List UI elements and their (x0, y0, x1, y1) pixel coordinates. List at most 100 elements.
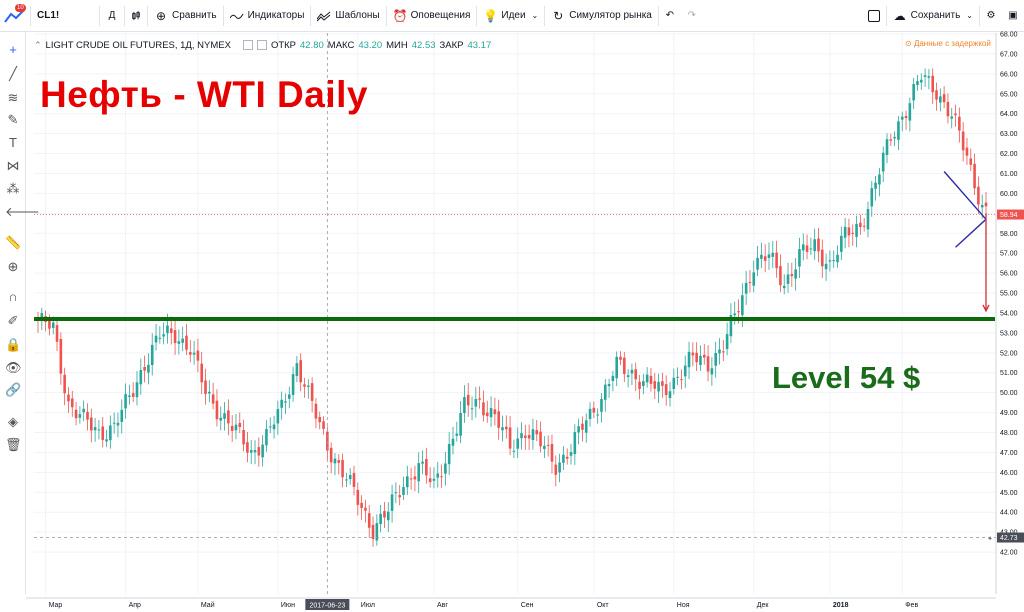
menu-logo[interactable]: 10 (0, 0, 30, 32)
candle-body (67, 394, 70, 402)
price-axis-background (996, 33, 1024, 594)
alerts-button[interactable]: ⏰ Оповещения (387, 0, 477, 32)
candle-body (916, 81, 919, 86)
compare-icon: ⊕ (155, 8, 167, 23)
candle-body (520, 433, 523, 439)
candle-body (828, 260, 832, 262)
candle-body (786, 274, 790, 284)
crosshair-date-label: 2017-06-23 (309, 603, 345, 610)
undo-button[interactable]: ↶ (659, 0, 681, 32)
candle-body (935, 90, 938, 100)
interval-button[interactable]: Д (108, 10, 116, 21)
candle-body (299, 360, 302, 383)
separator (30, 5, 31, 26)
candle-body (801, 244, 805, 251)
fullscreen-checkbox[interactable] (862, 0, 886, 32)
clock-icon: ⊙ (905, 39, 912, 48)
redo-button[interactable]: ↷ (681, 0, 703, 32)
collapse-icon[interactable]: ⌃ (34, 39, 42, 50)
lock-icon[interactable]: 🔒 (5, 337, 22, 352)
candle-body (691, 352, 695, 356)
candle-body (227, 410, 230, 424)
candle-body (592, 407, 596, 413)
candle-body (695, 352, 698, 363)
price-axis[interactable]: 42.0043.0044.0045.0046.0047.0048.0049.00… (995, 32, 1024, 595)
candle-body (333, 458, 337, 464)
delay-notice[interactable]: ⊙ Данные с задержкой (905, 39, 991, 48)
candle-body (741, 295, 744, 316)
trendline-icon[interactable]: ╱ (9, 66, 17, 81)
candle-body (946, 101, 950, 117)
candle-body (824, 263, 828, 270)
candle-body (234, 424, 238, 431)
zoom-in-icon[interactable]: ⊕ (7, 259, 19, 274)
time-axis-label: Май (201, 601, 215, 609)
prediction-icon[interactable]: ⁂ (6, 181, 20, 196)
candle-body (664, 384, 668, 396)
separator (385, 5, 387, 26)
fib-retracement-icon[interactable]: ≋ (7, 90, 19, 105)
link-icon[interactable]: 🔗 (5, 382, 22, 397)
candle-body (923, 75, 927, 77)
crosshair-icon[interactable]: + (9, 42, 17, 57)
candle-body (516, 438, 520, 449)
ruler-icon[interactable]: 📏 (5, 235, 22, 250)
pattern-icon[interactable]: ⋈ (6, 158, 20, 173)
candle-body (661, 381, 664, 386)
indicators-button[interactable]: Индикаторы (224, 0, 311, 32)
candle-body (512, 450, 516, 452)
simulator-button[interactable]: ↻ Симулятор рынка (545, 0, 658, 32)
candle-body (878, 174, 881, 185)
candle-body (276, 409, 280, 424)
compare-button[interactable]: ⊕ Сравнить (148, 0, 223, 32)
legend-high-value: 43.20 (358, 39, 383, 51)
eye-icon[interactable]: 👁 (5, 360, 22, 375)
text-icon[interactable]: T (9, 135, 17, 150)
candle-body (702, 354, 706, 358)
trash-icon[interactable]: 🗑 (5, 437, 22, 452)
price-axis-label: 44.00 (1000, 510, 1018, 517)
candle-body (714, 352, 717, 366)
candle-body (855, 223, 858, 237)
candle-body (497, 411, 500, 428)
symbol-search[interactable]: CL1! (37, 10, 60, 21)
ideas-button[interactable]: 💡 Идеи ⌄ (477, 0, 544, 32)
candle-body (657, 381, 660, 392)
settings-button[interactable]: ⚙ (980, 0, 1002, 32)
candle-body (356, 489, 360, 505)
brush-icon[interactable]: ✎ (7, 112, 19, 127)
candle-body (322, 421, 325, 429)
candle-body (699, 355, 702, 366)
candle-body (820, 249, 824, 267)
candle-body (112, 422, 116, 424)
templates-button[interactable]: Шаблоны (311, 0, 385, 32)
candle-body (752, 272, 756, 286)
wedge-upper-line[interactable] (943, 171, 987, 220)
add-alert-icon[interactable]: + (988, 536, 992, 543)
separator (222, 5, 224, 26)
legend-hide-icon[interactable] (256, 40, 267, 50)
time-axis[interactable]: Мар Апр Май Июн Июл Авг Сен Окт Ноя Дек 2018 Фев 201… (0, 594, 1024, 612)
candle-body (744, 282, 748, 294)
publish-button[interactable]: ▣ (1002, 0, 1024, 32)
candle-body (919, 79, 923, 83)
candle-body (162, 334, 165, 337)
time-axis-label: Июл (361, 602, 375, 609)
save-button[interactable]: ☁ Сохранить ⌄ (887, 0, 979, 32)
layers-icon[interactable]: ◈ (8, 414, 18, 429)
crosshair-date-box (305, 599, 350, 610)
compare-label: Сравнить (172, 10, 217, 21)
chart-type-button[interactable] (125, 0, 147, 32)
candle-body (961, 131, 965, 151)
candle-body (470, 408, 474, 410)
candle-body (836, 254, 839, 263)
candle-body (908, 103, 912, 121)
magnet-icon[interactable]: ∩ (8, 289, 18, 304)
legend-settings-icon[interactable] (242, 40, 253, 50)
wedge-lower-line[interactable] (955, 218, 987, 248)
candle-body (386, 511, 390, 521)
chevron-down-icon: ⌄ (966, 11, 973, 20)
candle-body (775, 252, 778, 269)
pencil-lock-icon[interactable]: ✐ (7, 313, 19, 328)
